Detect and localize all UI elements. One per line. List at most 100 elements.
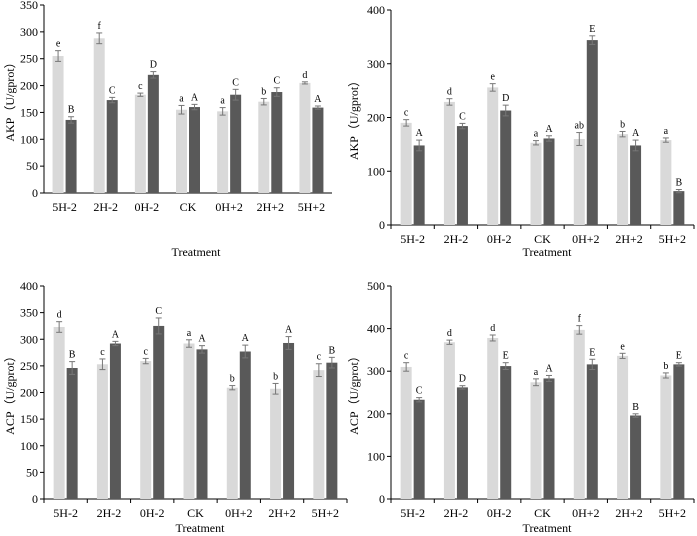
x-axis-title: Treatment: [523, 245, 573, 259]
y-tick-label: 0: [32, 492, 38, 506]
significance-label: A: [285, 325, 293, 336]
bar-light: [660, 140, 672, 225]
bar-dark: [543, 378, 555, 499]
x-tick-label: 2H-2: [444, 232, 469, 246]
bar-dark: [230, 94, 242, 193]
significance-label: B: [329, 345, 336, 356]
y-tick-label: 400: [367, 322, 385, 336]
x-tick-label: 5H-2: [52, 200, 77, 214]
y-tick-label: 400: [367, 3, 385, 17]
significance-label: E: [503, 351, 509, 362]
bar-dark: [196, 349, 208, 499]
significance-label: c: [138, 81, 143, 92]
y-tick-label: 300: [20, 332, 38, 346]
y-axis-title: AKP（U/gprot）: [347, 75, 361, 160]
x-tick-label: 2H+2: [257, 200, 284, 214]
significance-label: c: [404, 108, 409, 119]
x-tick-label: 2H-2: [97, 506, 122, 520]
y-tick-label: 50: [26, 465, 38, 479]
bar-dark: [283, 342, 295, 499]
y-tick-label: 200: [367, 407, 385, 421]
significance-label: E: [589, 347, 595, 358]
y-tick-label: 300: [20, 25, 38, 39]
bar-dark: [456, 126, 468, 225]
x-tick-label: 5H+2: [298, 200, 325, 214]
bar-dark: [312, 107, 324, 193]
significance-label: A: [314, 94, 322, 105]
bar-light: [400, 366, 412, 499]
bar-dark: [109, 343, 121, 499]
significance-label: A: [191, 92, 199, 103]
bar-light: [299, 82, 311, 193]
x-tick-label: 2H+2: [268, 506, 295, 520]
bar-light: [53, 327, 65, 499]
y-tick-label: 400: [20, 279, 38, 293]
significance-label: c: [404, 351, 409, 362]
significance-label: b: [230, 374, 235, 385]
significance-label: A: [632, 128, 640, 139]
significance-label: d: [302, 70, 307, 81]
bar-light: [617, 134, 629, 225]
significance-label: e: [56, 39, 61, 50]
significance-label: C: [459, 111, 466, 122]
bar-dark: [239, 351, 251, 499]
x-tick-label: 0H-2: [487, 506, 512, 520]
y-axis-title: ACP（U/gprot）: [3, 350, 17, 435]
significance-label: d: [447, 328, 452, 339]
x-axis-title: Treatment: [176, 521, 226, 535]
x-tick-label: 0H+2: [572, 232, 599, 246]
bar-dark: [271, 92, 283, 193]
bar-dark: [147, 74, 159, 193]
significance-label: A: [416, 128, 424, 139]
y-tick-label: 150: [20, 105, 38, 119]
bar-dark: [106, 100, 118, 193]
bar-dark: [456, 387, 468, 499]
bar-dark: [153, 325, 165, 499]
chart-panel-1: 0 50 100 150 200 250 300 350 e B 5H-2 f C 2H-2 cD 0H-2 a…: [3, 0, 332, 259]
bar-light: [530, 142, 542, 225]
bar-dark: [413, 145, 425, 225]
significance-label: e: [490, 72, 495, 83]
x-tick-label: 5H-2: [53, 506, 78, 520]
y-tick-label: 200: [20, 79, 38, 93]
bar-light: [140, 361, 152, 499]
significance-label: d: [57, 310, 62, 321]
x-tick-label: CK: [187, 506, 204, 520]
significance-label: C: [416, 386, 423, 397]
bar-light: [617, 355, 629, 499]
significance-label: A: [198, 334, 206, 345]
bar-light: [660, 375, 672, 499]
y-tick-label: 50: [26, 159, 38, 173]
significance-label: C: [232, 77, 239, 88]
significance-label: e: [620, 341, 625, 352]
bar-dark: [500, 110, 512, 225]
bar-light: [573, 139, 585, 225]
significance-label: a: [534, 367, 539, 378]
bar-light: [183, 343, 195, 499]
bar-light: [313, 370, 325, 499]
significance-label: c: [143, 346, 148, 357]
bar-dark: [326, 362, 338, 499]
x-tick-label: 0H-2: [140, 506, 165, 520]
bar-light: [93, 38, 105, 193]
bar-dark: [189, 107, 200, 193]
y-tick-label: 200: [20, 386, 38, 400]
bar-light: [487, 337, 499, 499]
y-tick-label: 300: [367, 364, 385, 378]
x-tick-label: 0H+2: [225, 506, 252, 520]
x-tick-label: 5H+2: [659, 232, 686, 246]
bar-light: [443, 342, 455, 499]
x-tick-label: 5H-2: [400, 506, 425, 520]
significance-label: C: [109, 85, 116, 96]
significance-label: a: [187, 328, 192, 339]
bar-dark: [543, 138, 555, 225]
bar-dark: [586, 40, 598, 225]
bar-light: [226, 387, 238, 499]
bar-light: [400, 122, 412, 225]
bar-light: [217, 111, 229, 193]
bar-light: [573, 329, 585, 499]
x-tick-label: 5H+2: [659, 506, 686, 520]
y-tick-label: 100: [367, 449, 385, 463]
significance-label: d: [490, 323, 495, 334]
